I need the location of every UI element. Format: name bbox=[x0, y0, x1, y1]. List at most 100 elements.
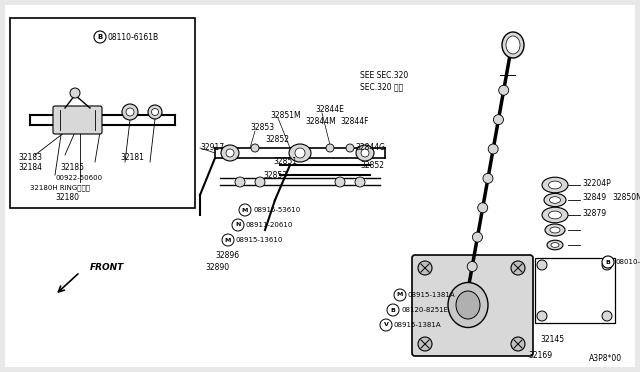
Ellipse shape bbox=[361, 149, 369, 157]
Text: B: B bbox=[390, 308, 396, 312]
Text: 32184: 32184 bbox=[18, 164, 42, 173]
Circle shape bbox=[511, 337, 525, 351]
Text: 32145: 32145 bbox=[540, 336, 564, 344]
Text: 08010-8301A: 08010-8301A bbox=[616, 259, 640, 265]
Text: 32851M: 32851M bbox=[270, 110, 301, 119]
FancyBboxPatch shape bbox=[412, 255, 533, 356]
Circle shape bbox=[602, 260, 612, 270]
Ellipse shape bbox=[295, 148, 305, 158]
Text: 32896: 32896 bbox=[215, 250, 239, 260]
Ellipse shape bbox=[551, 243, 559, 247]
Text: 08915-13610: 08915-13610 bbox=[236, 237, 284, 243]
Circle shape bbox=[255, 177, 265, 187]
Circle shape bbox=[488, 144, 498, 154]
Circle shape bbox=[387, 304, 399, 316]
Circle shape bbox=[499, 85, 509, 95]
Circle shape bbox=[148, 105, 162, 119]
Circle shape bbox=[222, 234, 234, 246]
Circle shape bbox=[418, 261, 432, 275]
Circle shape bbox=[235, 177, 245, 187]
Circle shape bbox=[94, 31, 106, 43]
Circle shape bbox=[152, 109, 159, 115]
Circle shape bbox=[602, 311, 612, 321]
Ellipse shape bbox=[226, 149, 234, 157]
Text: 32181: 32181 bbox=[120, 154, 144, 163]
Text: 08120-8251E: 08120-8251E bbox=[401, 307, 448, 313]
Ellipse shape bbox=[542, 207, 568, 223]
Text: N: N bbox=[236, 222, 241, 228]
Ellipse shape bbox=[448, 282, 488, 327]
Circle shape bbox=[511, 261, 525, 275]
Ellipse shape bbox=[548, 181, 561, 189]
Text: 32917: 32917 bbox=[200, 144, 224, 153]
Circle shape bbox=[251, 144, 259, 152]
Text: 32185: 32185 bbox=[60, 164, 84, 173]
Circle shape bbox=[232, 219, 244, 231]
Text: M: M bbox=[242, 208, 248, 212]
Text: 32879: 32879 bbox=[582, 208, 606, 218]
Ellipse shape bbox=[550, 227, 560, 233]
Text: 32180H RINGリング: 32180H RINGリング bbox=[30, 185, 90, 191]
Text: 32853: 32853 bbox=[250, 124, 274, 132]
Ellipse shape bbox=[547, 240, 563, 250]
Text: B: B bbox=[97, 34, 102, 40]
Text: 32204P: 32204P bbox=[582, 179, 611, 187]
Ellipse shape bbox=[544, 193, 566, 206]
Ellipse shape bbox=[506, 36, 520, 54]
Text: 32851: 32851 bbox=[273, 157, 297, 167]
Circle shape bbox=[346, 144, 354, 152]
Circle shape bbox=[493, 115, 504, 125]
Circle shape bbox=[126, 108, 134, 116]
Circle shape bbox=[472, 232, 483, 242]
Text: 08915-1381A: 08915-1381A bbox=[408, 292, 456, 298]
Text: 32183: 32183 bbox=[18, 154, 42, 163]
Bar bbox=[10, 18, 195, 208]
Text: 32844E: 32844E bbox=[315, 106, 344, 115]
Ellipse shape bbox=[548, 211, 561, 219]
Circle shape bbox=[467, 262, 477, 272]
Circle shape bbox=[483, 173, 493, 183]
Text: 32844M: 32844M bbox=[305, 118, 336, 126]
Ellipse shape bbox=[356, 145, 374, 161]
Text: 32844G: 32844G bbox=[355, 144, 385, 153]
Text: 32169: 32169 bbox=[528, 350, 552, 359]
Bar bbox=[535, 258, 615, 323]
Circle shape bbox=[537, 260, 547, 270]
Ellipse shape bbox=[456, 291, 480, 319]
Circle shape bbox=[355, 177, 365, 187]
Text: A3P8*00: A3P8*00 bbox=[589, 354, 622, 363]
Circle shape bbox=[380, 319, 392, 331]
Text: M: M bbox=[397, 292, 403, 298]
Circle shape bbox=[537, 311, 547, 321]
Text: 08915-53610: 08915-53610 bbox=[253, 207, 300, 213]
Text: V: V bbox=[383, 323, 388, 327]
Circle shape bbox=[394, 289, 406, 301]
Circle shape bbox=[477, 203, 488, 213]
Circle shape bbox=[326, 144, 334, 152]
Circle shape bbox=[335, 177, 345, 187]
Text: 08915-1381A: 08915-1381A bbox=[394, 322, 442, 328]
Text: 32844F: 32844F bbox=[340, 118, 369, 126]
Ellipse shape bbox=[550, 197, 561, 203]
Ellipse shape bbox=[545, 224, 565, 236]
Text: 32852: 32852 bbox=[360, 160, 384, 170]
Text: M: M bbox=[225, 237, 231, 243]
Text: FRONT: FRONT bbox=[90, 263, 124, 273]
Text: 00922-50600: 00922-50600 bbox=[55, 175, 102, 181]
Ellipse shape bbox=[289, 144, 311, 162]
Circle shape bbox=[70, 88, 80, 98]
Text: 32849: 32849 bbox=[582, 193, 606, 202]
Text: 08911-20610: 08911-20610 bbox=[246, 222, 293, 228]
Text: 32853: 32853 bbox=[263, 170, 287, 180]
Circle shape bbox=[122, 104, 138, 120]
Ellipse shape bbox=[542, 177, 568, 193]
Circle shape bbox=[239, 204, 251, 216]
Ellipse shape bbox=[502, 32, 524, 58]
Text: SEE SEC.320: SEE SEC.320 bbox=[360, 71, 408, 80]
Circle shape bbox=[602, 256, 614, 268]
Text: 32852: 32852 bbox=[265, 135, 289, 144]
Text: 32850N: 32850N bbox=[612, 193, 640, 202]
FancyBboxPatch shape bbox=[53, 106, 102, 134]
Circle shape bbox=[418, 337, 432, 351]
Text: 32890: 32890 bbox=[205, 263, 229, 273]
